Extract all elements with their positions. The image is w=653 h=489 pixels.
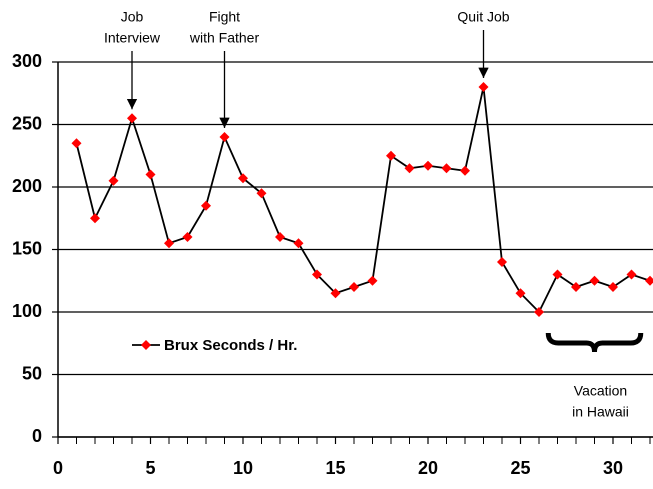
marker [219,132,230,142]
marker [90,213,100,224]
marker [238,173,248,184]
marker [330,288,341,299]
marker [552,269,563,280]
marker [571,282,581,292]
y-tick-label: 100 [12,301,42,321]
marker [71,138,82,149]
legend-marker [141,340,151,350]
marker [441,163,452,174]
y-tick-label: 0 [32,426,42,446]
y-tick-label: 150 [12,238,42,258]
y-tick-label: 50 [22,363,42,383]
brace [545,332,644,353]
x-tick-label: 15 [325,458,345,478]
x-tick-label: 30 [603,458,623,478]
x-tick-label: 20 [418,458,438,478]
annotation-text: with Father [189,30,260,46]
marker [312,269,322,280]
marker [497,257,507,267]
brace-text: in Hawaii [572,404,629,420]
marker [367,275,378,286]
marker [404,163,415,174]
y-tick-label: 300 [12,51,42,71]
marker [182,232,193,242]
x-tick-label: 0 [53,458,63,478]
annotation-text: Quit Job [457,9,509,25]
marker [256,188,267,199]
marker [201,200,211,211]
data-line [75,86,651,314]
marker [275,232,285,242]
brace-text: Vacation [574,383,627,399]
marker [460,165,470,176]
marker [515,288,526,299]
marker [534,307,544,317]
y-tick-label: 200 [12,176,42,196]
annotation-text: Fight [209,9,240,25]
marker [108,175,119,186]
x-tick-label: 25 [510,458,530,478]
annotation-text: Job [121,9,144,25]
x-tick-label: 5 [145,458,155,478]
marker [589,275,600,286]
marker [478,82,489,92]
annotation-text: Interview [104,30,161,46]
marker [164,238,174,249]
marker [145,169,156,180]
marker [645,275,653,286]
marker [608,282,618,292]
legend-label: Brux Seconds / Hr. [164,337,297,354]
marker [626,269,637,280]
marker [127,113,137,124]
marker [349,282,359,292]
marker [423,160,433,171]
marker [293,238,304,249]
y-tick-label: 250 [12,113,42,133]
marker [386,150,396,161]
x-tick-label: 10 [233,458,253,478]
